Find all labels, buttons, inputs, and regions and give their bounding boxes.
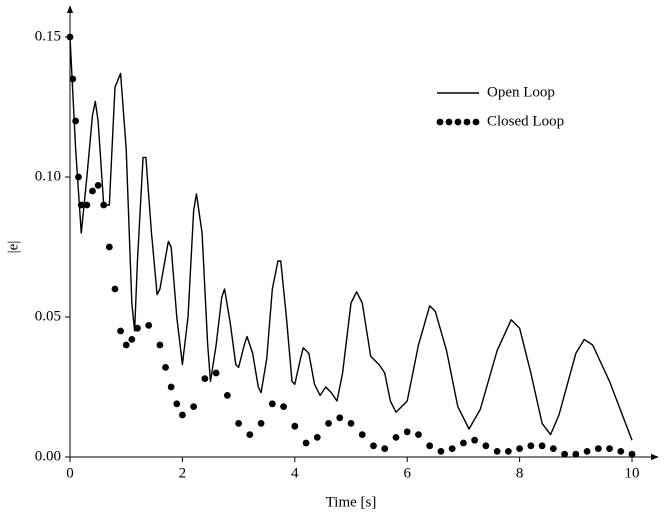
closed-loop-dot xyxy=(358,431,366,438)
closed-loop-dot xyxy=(437,448,445,455)
legend-symbol xyxy=(445,118,453,126)
closed-loop-dot xyxy=(128,336,136,343)
closed-loop-dot xyxy=(201,375,209,382)
closed-loop-dot xyxy=(167,383,175,391)
closed-loop-dot xyxy=(392,434,400,441)
legend-label: Closed Loop xyxy=(487,113,564,129)
closed-loop-dot xyxy=(291,422,299,430)
closed-loop-dot xyxy=(156,341,164,349)
closed-loop-dot xyxy=(493,448,501,455)
closed-loop-dot xyxy=(415,431,422,438)
closed-loop-dot xyxy=(162,364,169,371)
closed-loop-dot xyxy=(336,414,344,422)
x-tick-label: 10 xyxy=(625,465,640,481)
closed-loop-dot xyxy=(572,450,580,458)
closed-loop-dot xyxy=(235,420,243,427)
closed-loop-dot xyxy=(302,439,310,447)
x-axis-label: Time [s] xyxy=(326,494,377,510)
x-tick-label: 0 xyxy=(66,465,74,481)
closed-loop-dot xyxy=(504,448,512,455)
closed-loop-dot xyxy=(117,327,124,335)
legend-symbol xyxy=(436,118,444,126)
y-tick-label: 0.00 xyxy=(35,448,61,464)
closed-loop-dot xyxy=(280,403,287,410)
closed-loop-dot xyxy=(190,403,198,410)
closed-loop-dot xyxy=(583,448,591,455)
closed-loop-dot xyxy=(75,173,82,181)
closed-loop-dot xyxy=(66,33,74,41)
y-tick-label: 0.05 xyxy=(35,308,61,324)
closed-loop-dot xyxy=(313,434,321,441)
y-tick-label: 0.10 xyxy=(35,168,61,184)
legend-symbol xyxy=(463,118,471,126)
legend-label: Open Loop xyxy=(487,84,555,100)
closed-loop-dot xyxy=(527,442,535,450)
y-tick-label: 0.15 xyxy=(35,28,61,44)
closed-loop-dot xyxy=(594,445,602,452)
closed-loop-dot xyxy=(72,117,80,125)
closed-loop-dot xyxy=(89,187,96,195)
closed-loop-dot xyxy=(381,445,389,452)
x-tick-label: 4 xyxy=(291,465,299,481)
closed-loop-dot xyxy=(257,420,265,427)
legend-symbol xyxy=(454,118,462,126)
closed-loop-dot xyxy=(268,400,276,408)
closed-loop-dot xyxy=(69,75,77,83)
closed-loop-dot xyxy=(549,445,557,452)
closed-loop-dot xyxy=(460,439,467,447)
closed-loop-dot xyxy=(538,442,546,450)
closed-loop-dot xyxy=(471,436,479,444)
x-tick-label: 2 xyxy=(179,465,187,481)
closed-loop-dot xyxy=(426,442,434,450)
open-loop-line xyxy=(69,36,633,441)
closed-loop-dot xyxy=(83,201,91,209)
closed-loop-dot xyxy=(179,411,186,419)
closed-loop-dot xyxy=(606,445,613,452)
closed-loop-dot xyxy=(173,400,181,408)
closed-loop-dot xyxy=(212,369,220,377)
closed-loop-dot xyxy=(628,450,636,458)
closed-loop-dot xyxy=(145,322,153,329)
closed-loop-dot xyxy=(347,420,355,427)
closed-loop-dot xyxy=(325,420,332,427)
closed-loop-dot xyxy=(617,448,625,455)
closed-loop-dot xyxy=(403,428,411,436)
closed-loop-dot xyxy=(111,285,119,293)
closed-loop-dot xyxy=(122,341,130,349)
closed-loop-dot xyxy=(134,324,141,332)
closed-loop-dot xyxy=(100,201,108,209)
x-tick-label: 6 xyxy=(403,465,411,481)
closed-loop-dot xyxy=(105,243,113,251)
closed-loop-dot xyxy=(94,182,102,189)
y-axis-label: |e| xyxy=(5,241,21,254)
closed-loop-dot xyxy=(448,445,456,452)
closed-loop-dot xyxy=(516,445,524,452)
closed-loop-dot xyxy=(77,201,85,209)
closed-loop-dot xyxy=(246,431,254,438)
closed-loop-dot xyxy=(561,450,568,458)
closed-loop-dot xyxy=(223,392,231,399)
x-tick-label: 8 xyxy=(516,465,524,481)
legend-symbol xyxy=(472,118,480,126)
closed-loop-dot xyxy=(370,442,377,450)
closed-loop-dot xyxy=(482,442,490,450)
